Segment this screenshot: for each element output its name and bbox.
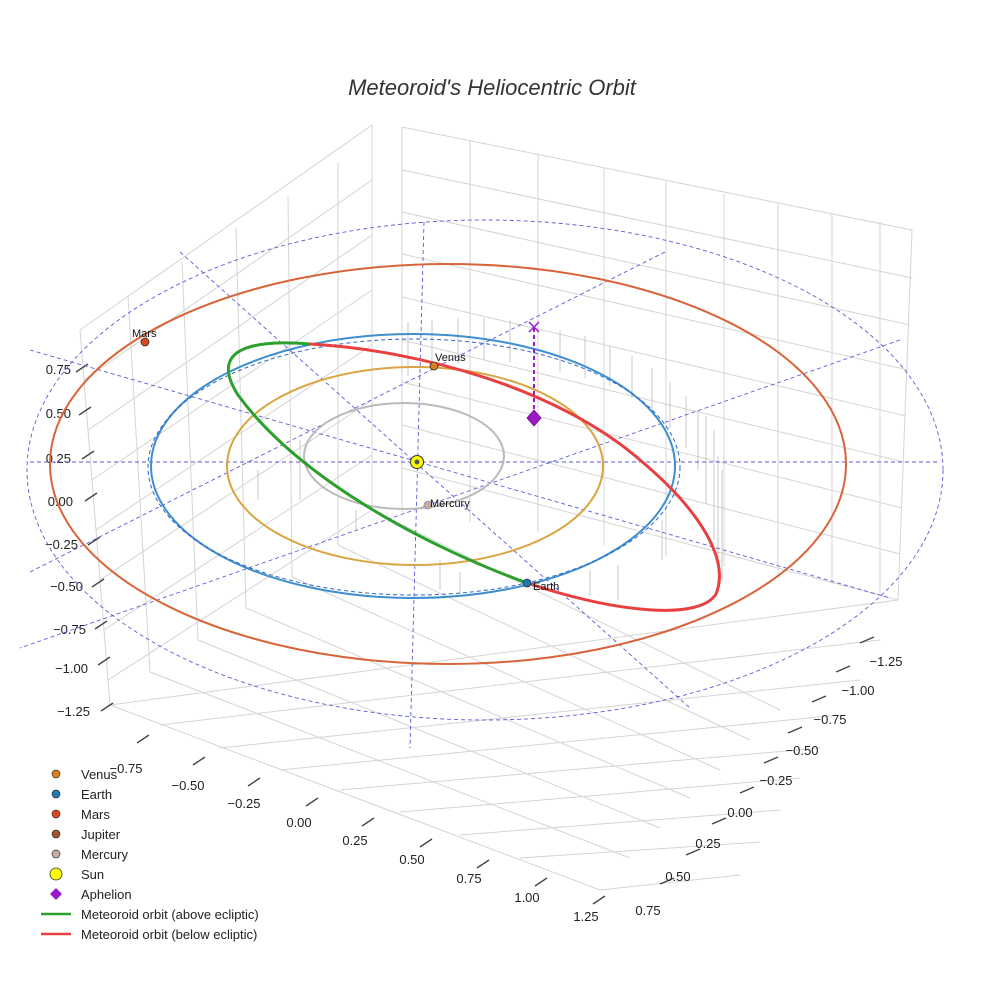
legend-label: Earth bbox=[81, 787, 112, 802]
legend-marker bbox=[51, 849, 61, 859]
legend-item: Mars bbox=[51, 807, 110, 822]
legend-marker bbox=[51, 809, 61, 819]
x-tick-label: −0.25 bbox=[228, 796, 261, 811]
legend-item: Earth bbox=[51, 787, 112, 802]
legend-marker bbox=[51, 789, 61, 799]
legend-label: Mars bbox=[81, 807, 110, 822]
earth-marker bbox=[522, 578, 532, 588]
planet-orbits bbox=[49, 263, 847, 665]
earth-label: Earth bbox=[533, 581, 559, 593]
axis-box-grid bbox=[79, 124, 913, 891]
legend-label: Jupiter bbox=[81, 827, 121, 842]
z-tick-label: −0.75 bbox=[53, 622, 86, 637]
mercury-marker bbox=[423, 500, 433, 510]
y-tick-label: −0.50 bbox=[786, 743, 819, 758]
x-tick-label: −0.75 bbox=[110, 761, 143, 776]
y-tick-label: −1.00 bbox=[842, 683, 875, 698]
z-axis-ticks: 0.750.500.250.00−0.25−0.50−0.75−1.00−1.2… bbox=[45, 362, 90, 719]
legend-label: Sun bbox=[81, 867, 104, 882]
legend-item: Mercury bbox=[51, 847, 128, 862]
y-tick-label: −0.75 bbox=[814, 712, 847, 727]
legend-item: Aphelion bbox=[50, 887, 132, 902]
aphelion-marker bbox=[526, 321, 542, 427]
mercury-label: Mercury bbox=[430, 498, 470, 510]
legend-item: Venus bbox=[51, 767, 118, 782]
z-tick-label: −0.25 bbox=[45, 537, 78, 552]
x-tick-label: 0.50 bbox=[399, 852, 424, 867]
meteoroid-orbit-above bbox=[226, 341, 528, 585]
x-tick-label: 1.25 bbox=[573, 909, 598, 924]
y-tick-label: 0.00 bbox=[727, 805, 752, 820]
legend-marker bbox=[49, 867, 63, 881]
z-tick-label: 0.50 bbox=[46, 406, 71, 421]
legend-item: Sun bbox=[49, 867, 104, 882]
chart-title: Meteoroid's Heliocentric Orbit bbox=[348, 75, 637, 100]
venus-label: Venus bbox=[435, 352, 466, 364]
legend-label: Aphelion bbox=[81, 887, 132, 902]
x-axis-ticks: −0.75 −0.50 −0.25 0.00 0.25 0.50 0.75 1.00 1.25 bbox=[110, 761, 599, 924]
meteoroid-orbit-below bbox=[309, 342, 721, 612]
mars-marker bbox=[140, 337, 150, 347]
venus-marker bbox=[429, 361, 439, 371]
mars-label: Mars bbox=[132, 328, 157, 340]
z-tick-label: −1.00 bbox=[55, 661, 88, 676]
tick-dashes bbox=[75, 363, 875, 905]
ecliptic-guides bbox=[19, 219, 944, 749]
meteoroid-orbit bbox=[226, 341, 721, 612]
z-tick-label: −0.50 bbox=[50, 579, 83, 594]
legend-marker bbox=[51, 829, 61, 839]
mars-orbit bbox=[49, 263, 847, 665]
legend-marker bbox=[51, 769, 61, 779]
x-tick-label: 0.75 bbox=[456, 871, 481, 886]
y-tick-label: 0.75 bbox=[635, 903, 660, 918]
y-axis-ticks: −1.25 −1.00 −0.75 −0.50 −0.25 0.00 0.25 0.50 0.7… bbox=[635, 654, 902, 918]
earth-orbit bbox=[150, 333, 676, 599]
bodies: Venus Earth Mars Mercury bbox=[132, 328, 559, 593]
legend-item: Meteoroid orbit (above ecliptic) bbox=[41, 907, 259, 922]
x-tick-label: −0.50 bbox=[172, 778, 205, 793]
legend-item: Jupiter bbox=[51, 827, 121, 842]
legend-label: Venus bbox=[81, 767, 118, 782]
legend: Venus Earth Mars Jupiter Mercury Sun Aphelion M… bbox=[41, 767, 259, 942]
x-tick-label: 0.00 bbox=[286, 815, 311, 830]
sun-marker bbox=[410, 455, 424, 469]
mercury-orbit bbox=[303, 402, 505, 510]
x-tick-label: 1.00 bbox=[514, 890, 539, 905]
legend-label: Mercury bbox=[81, 847, 128, 862]
x-tick-label: 0.25 bbox=[342, 833, 367, 848]
legend-label: Meteoroid orbit (below ecliptic) bbox=[81, 927, 257, 942]
venus-orbit bbox=[226, 366, 604, 566]
height-drop-lines bbox=[257, 318, 723, 600]
legend-item: Meteoroid orbit (below ecliptic) bbox=[41, 927, 257, 942]
earth-orbit-outline bbox=[147, 338, 681, 596]
y-tick-label: 0.50 bbox=[665, 869, 690, 884]
legend-label: Meteoroid orbit (above ecliptic) bbox=[81, 907, 259, 922]
y-tick-label: −1.25 bbox=[870, 654, 903, 669]
z-tick-label: 0.00 bbox=[48, 494, 73, 509]
legend-marker bbox=[50, 888, 62, 900]
y-tick-label: −0.25 bbox=[760, 773, 793, 788]
z-tick-label: −1.25 bbox=[57, 704, 90, 719]
z-tick-label: 0.75 bbox=[46, 362, 71, 377]
y-tick-label: 0.25 bbox=[695, 836, 720, 851]
